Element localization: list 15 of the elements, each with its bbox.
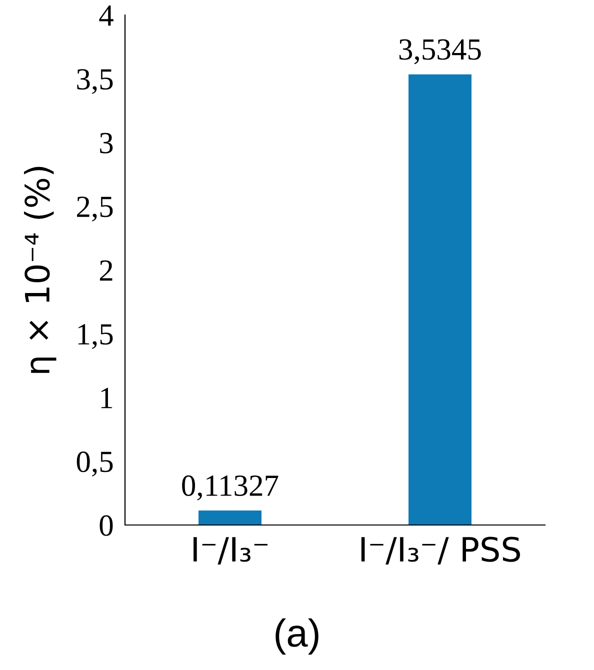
y-tick-label: 3 xyxy=(100,132,113,154)
x-tick-label: I⁻/I₃⁻ xyxy=(194,537,268,565)
y-tick-label: 0,5 xyxy=(76,452,113,477)
data-label: 0,11327 xyxy=(182,475,278,500)
text: (a) xyxy=(276,618,318,655)
y-tick-label: 2 xyxy=(100,260,112,281)
y-tick-label: 4 xyxy=(99,5,114,26)
data-label: 3,5345 xyxy=(399,39,481,64)
y-tick-label: 3,5 xyxy=(77,69,113,94)
x-tick-label: I⁻/I₃⁻/ PSS xyxy=(361,536,520,565)
y-axis-title: η × 10⁻⁴ (%) xyxy=(24,166,56,373)
y-tick-label: 1 xyxy=(101,388,112,408)
y-tick-label: 2,5 xyxy=(77,196,113,222)
y-tick-label: 0 xyxy=(100,515,113,536)
y-tick-label: 1,5 xyxy=(78,324,113,350)
